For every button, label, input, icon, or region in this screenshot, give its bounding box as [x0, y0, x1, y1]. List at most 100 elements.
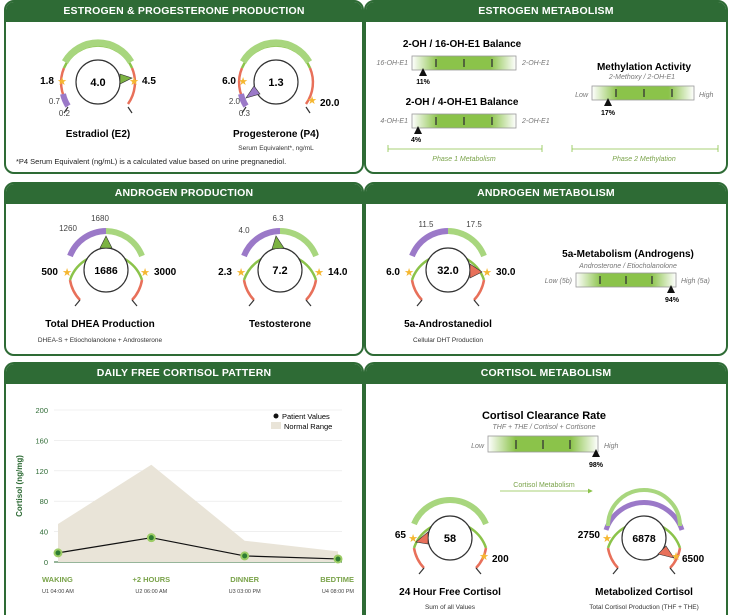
- arrow-label: Cortisol Metabolism: [513, 482, 575, 489]
- testosterone-value: 7.2: [272, 265, 287, 277]
- testosterone-pointer: [271, 235, 285, 250]
- dhea-pointer: [99, 235, 113, 249]
- androstanediol-sub: Cellular DHT Production: [413, 337, 483, 344]
- metabolized-cortisol-sub: Total Cortisol Production (THF + THE): [589, 604, 699, 611]
- panel-title: DAILY FREE CORTISOL PATTERN: [6, 364, 362, 384]
- star-icon: ★: [57, 76, 67, 88]
- bar-percent: 94%: [665, 297, 680, 304]
- bar-right-label: High (5a): [681, 278, 710, 285]
- progesterone-value: 1.3: [268, 77, 283, 89]
- cortisol-pattern-panel: DAILY FREE CORTISOL PATTERN 0 40 80 120 160 2…: [4, 362, 364, 615]
- patient-point: [333, 554, 343, 564]
- bar-marker: [604, 98, 612, 106]
- x-tick-sublabel: U4 08:00 PM: [322, 589, 355, 595]
- androgen-gauges: 1686 500 3000 1260 1680 ★ ★ Total DHEA P…: [38, 214, 348, 344]
- estradiol-gauge: 4.0 1.8 4.5 0.7 0.2 ★ ★ Estradiol (E2): [40, 39, 156, 140]
- androstanediol-gauge: 32.0 6.0 30.0 11.5 17.5 ★ ★ 5a-Androstan…: [386, 220, 516, 344]
- x-tick-label: WAKING: [42, 575, 73, 584]
- star-icon: ★: [479, 551, 489, 563]
- bar-right-label: 2-OH-E1: [521, 118, 550, 125]
- bar-title: 2-OH / 4-OH-E1 Balance: [406, 97, 519, 108]
- free-cortisol-sub: Sum of all Values: [425, 604, 476, 611]
- progesterone-sub: Serum Equivalent*, ng/mL: [238, 145, 314, 152]
- patient-point: [53, 548, 63, 558]
- bar-right-label: High: [699, 92, 714, 99]
- estradiol-pointer: [119, 73, 133, 85]
- bar-left-label: Low (5b): [545, 278, 572, 285]
- x-tick-label: BEDTIME: [320, 575, 354, 584]
- bar-subtitle: THF + THE / Cortisol + Cortisone: [493, 424, 596, 431]
- dhea-tick2: 1680: [91, 214, 109, 223]
- bar-marker: [419, 68, 427, 76]
- free-cortisol-high: 200: [492, 554, 509, 565]
- y-tick-label: 0: [44, 558, 48, 567]
- dhea-low: 500: [41, 267, 58, 278]
- estradiol-label: Estradiol (E2): [66, 129, 130, 140]
- androstanediol-tick1: 11.5: [419, 220, 435, 229]
- chart-legend: Patient Values Normal Range: [271, 412, 332, 431]
- bar-left-label: 16-OH-E1: [376, 60, 408, 67]
- legend-range: Normal Range: [284, 422, 332, 431]
- x-tick-sublabel: U2 06:00 AM: [135, 589, 167, 595]
- bar-percent: 4%: [411, 137, 422, 144]
- patient-point: [146, 533, 156, 543]
- androstanediol-high: 30.0: [496, 267, 516, 278]
- cortisol-line-chart: 0 40 80 120 160 200 WAKING U1 04:00 AM +2 HOURS…: [15, 406, 355, 595]
- balance-bar-16oh: 2-OH / 16-OH-E1 Balance 16-OH-E1 2-OH-E1…: [376, 39, 549, 86]
- androstanediol-value: 32.0: [437, 265, 458, 277]
- metabolized-cortisol-high: 6500: [682, 554, 705, 565]
- panel-title: ANDROGEN METABOLISM: [366, 184, 726, 204]
- y-tick-label: 120: [35, 467, 48, 476]
- dhea-gauge: 1686 500 3000 1260 1680 ★ ★ Total DHEA P…: [38, 214, 177, 344]
- estradiol-high: 4.5: [142, 76, 156, 87]
- testosterone-gauge: 7.2 2.3 14.0 4.0 6.3 ★ ★ Testosterone: [218, 214, 348, 330]
- x-tick-label: DINNER: [230, 575, 259, 584]
- estradiol-value: 4.0: [90, 77, 105, 89]
- balance-bar-4oh: 2-OH / 4-OH-E1 Balance 4-OH-E1 2-OH-E1 4…: [380, 97, 549, 144]
- phase2-label: Phase 2 Methylation: [612, 156, 676, 163]
- dhea-label: Total DHEA Production: [45, 319, 154, 330]
- star-icon: ★: [408, 533, 418, 545]
- star-icon: ★: [314, 267, 324, 279]
- estradiol-tick1: 0.7: [49, 97, 61, 106]
- y-tick-label: 200: [35, 406, 48, 415]
- bar-left-label: 4-OH-E1: [380, 118, 408, 125]
- progesterone-high: 20.0: [320, 98, 340, 109]
- bar-percent: 98%: [589, 462, 604, 469]
- testosterone-tick1: 4.0: [238, 226, 250, 235]
- bar-marker: [414, 126, 422, 134]
- bar-title: 2-OH / 16-OH-E1 Balance: [403, 39, 522, 50]
- phase1-label: Phase 1 Metabolism: [432, 156, 496, 163]
- free-cortisol-low: 65: [395, 530, 407, 541]
- androstanediol-label: 5a-Androstanediol: [404, 319, 492, 330]
- legend-patient: Patient Values: [282, 412, 330, 421]
- estradiol-low: 1.8: [40, 76, 54, 87]
- methylation-bar: Methylation Activity 2-Methoxy / 2-OH-E1…: [575, 62, 713, 117]
- estrogen-metabolism-bars: 2-OH / 16-OH-E1 Balance 16-OH-E1 2-OH-E1…: [376, 39, 719, 163]
- clearance-bar: Cortisol Clearance Rate THF + THE / Cort…: [471, 410, 618, 469]
- y-tick-label: 160: [35, 436, 48, 445]
- bar-subtitle: 2-Methoxy / 2-OH-E1: [608, 74, 675, 81]
- dhea-high: 3000: [154, 267, 177, 278]
- star-icon: ★: [307, 95, 317, 107]
- patient-line: [57, 537, 339, 560]
- star-icon: ★: [482, 267, 492, 279]
- free-cortisol-gauge: 58 65 200 ★ ★ 24 Hour Free Cortisol Sum …: [395, 497, 509, 611]
- free-cortisol-value: 58: [444, 533, 456, 545]
- estrogen-production-panel: ESTROGEN & PROGESTERONE PRODUCTION 4.0 1…: [4, 0, 364, 174]
- progesterone-low: 6.0: [222, 76, 236, 87]
- bar-title: 5a-Metabolism (Androgens): [562, 249, 694, 260]
- estrogen-metabolism-panel: ESTROGEN METABOLISM 2-OH / 16-OH-E1 Bala…: [364, 0, 728, 174]
- bar-marker: [667, 285, 675, 293]
- star-icon: ★: [404, 267, 414, 279]
- bar-right-label: High: [604, 443, 619, 450]
- star-icon: ★: [671, 551, 681, 563]
- star-icon: ★: [129, 76, 139, 88]
- bar-percent: 11%: [416, 79, 430, 86]
- progesterone-tick1: 2.0: [229, 97, 241, 106]
- cortisol-metabolism-panel: CORTISOL METABOLISM Cortisol Clearance R…: [364, 362, 728, 615]
- bar-left-label: Low: [575, 92, 589, 99]
- bar-percent: 17%: [601, 110, 616, 117]
- star-icon: ★: [62, 267, 72, 279]
- free-cortisol-pointer: [415, 531, 429, 545]
